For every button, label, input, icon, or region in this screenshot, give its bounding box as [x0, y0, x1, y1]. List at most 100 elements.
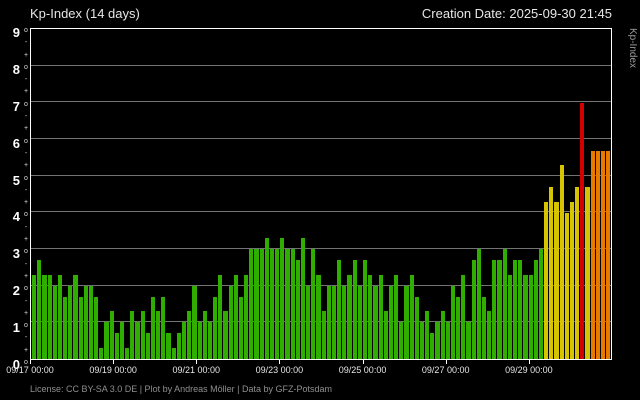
y-tick-label: 2	[12, 283, 20, 299]
chart-title: Kp-Index (14 days)	[30, 6, 140, 21]
kp-bar	[150, 296, 156, 359]
right-axis-label: Kp-Index	[627, 28, 638, 69]
kp-bar	[238, 296, 244, 359]
kp-bar	[575, 187, 580, 359]
gridline	[31, 284, 611, 286]
kp-bar	[564, 212, 569, 359]
kp-bar	[533, 260, 538, 359]
y-tick-label: 9	[12, 25, 20, 40]
x-tick-label: 09/19 00:00	[89, 365, 137, 375]
y-subtick: +	[23, 88, 29, 96]
kp-bar	[326, 285, 331, 359]
kp-bar	[280, 238, 285, 359]
kp-bar	[461, 274, 466, 359]
kp-bar	[487, 311, 492, 359]
kp-bar	[73, 274, 78, 359]
kp-bar	[57, 274, 63, 359]
kp-bar	[342, 285, 347, 359]
kp-bar	[347, 274, 352, 359]
y-subtick: +	[23, 199, 29, 207]
kp-bar	[94, 296, 99, 359]
kp-bar	[321, 311, 326, 359]
kp-bar	[306, 285, 311, 359]
kp-bar	[559, 165, 564, 359]
kp-bar	[311, 249, 316, 359]
y-subtick: -	[24, 39, 28, 47]
kp-bar	[440, 311, 445, 359]
y-subtick: +	[23, 125, 29, 133]
kp-bar	[290, 249, 295, 359]
y-subtick: +	[23, 51, 29, 59]
kp-bar	[223, 311, 228, 359]
kp-bar	[497, 260, 502, 359]
kp-bar	[430, 333, 435, 359]
x-tick	[113, 360, 115, 364]
x-tick	[362, 360, 364, 364]
x-axis: 09/17 00:00 09/19 00:00 09/21 00:00 09/23 0…	[6, 360, 612, 380]
y-subtick: -	[24, 149, 28, 157]
kp-bar	[404, 285, 409, 359]
x-tick-label: 09/29 00:00	[505, 365, 553, 375]
kp-bar	[207, 322, 213, 359]
bars-container	[32, 30, 611, 359]
kp-bar	[471, 260, 476, 359]
kp-bar	[373, 285, 378, 359]
kp-bar	[295, 260, 300, 359]
kp-bar	[32, 274, 37, 359]
kp-bar	[523, 274, 528, 359]
gridline	[31, 64, 611, 66]
y-tick-label: 5	[12, 172, 20, 188]
kp-bar	[161, 296, 166, 359]
kp-bar	[254, 249, 259, 359]
kp-bar	[388, 285, 394, 359]
kp-bar	[228, 285, 233, 359]
y-subtick: +	[23, 162, 29, 170]
gridline	[31, 101, 611, 103]
y-tick-label: 1	[12, 320, 20, 336]
y-subtick: o	[24, 248, 28, 256]
kp-bar	[192, 285, 197, 359]
kp-bar	[68, 285, 73, 359]
y-subtick: -	[24, 260, 28, 268]
y-subtick: +	[23, 236, 29, 244]
license-footer: License: CC BY-SA 3.0 DE | Plot by Andre…	[30, 384, 332, 394]
x-tick-label: 09/27 00:00	[421, 365, 470, 375]
kp-bar	[357, 285, 362, 359]
kp-bar	[249, 249, 254, 359]
kp-bar	[595, 150, 600, 359]
kp-bar	[316, 274, 321, 359]
kp-bar	[363, 260, 368, 359]
kp-bar	[78, 296, 83, 359]
y-tick-label: 0	[12, 357, 20, 372]
kp-bar	[606, 150, 611, 359]
kp-bar	[114, 333, 119, 359]
x-tick-label: 09/23 00:00	[255, 365, 304, 375]
kp-bar	[394, 274, 399, 359]
y-tick-label: 4	[12, 209, 20, 225]
kp-bar	[383, 311, 388, 359]
kp-bar	[456, 296, 461, 359]
y-subtick: -	[24, 113, 28, 121]
y-subtick: +	[23, 346, 29, 354]
creation-date: Creation Date: 2025-09-30 21:45	[421, 6, 612, 21]
x-tick	[30, 360, 31, 364]
x-tick	[279, 360, 281, 364]
y-tick-label: 8	[12, 61, 20, 77]
y-subtick: +	[23, 272, 29, 280]
y-subtick: +	[23, 309, 29, 317]
kp-bar	[435, 322, 440, 359]
kp-bar	[145, 333, 150, 359]
kp-bar	[492, 260, 497, 359]
y-tick-label: 6	[12, 135, 20, 151]
kp-bar	[507, 274, 512, 359]
kp-bar	[585, 187, 590, 359]
y-subtick: o	[24, 63, 28, 71]
y-subtick: o	[24, 100, 28, 108]
x-tick-label: 09/17 00:00	[6, 365, 54, 375]
kp-bar	[88, 285, 94, 359]
kp-bar	[197, 322, 202, 359]
x-tick-label: 09/21 00:00	[172, 365, 221, 375]
kp-bar	[481, 296, 487, 359]
kp-bar	[275, 249, 280, 359]
